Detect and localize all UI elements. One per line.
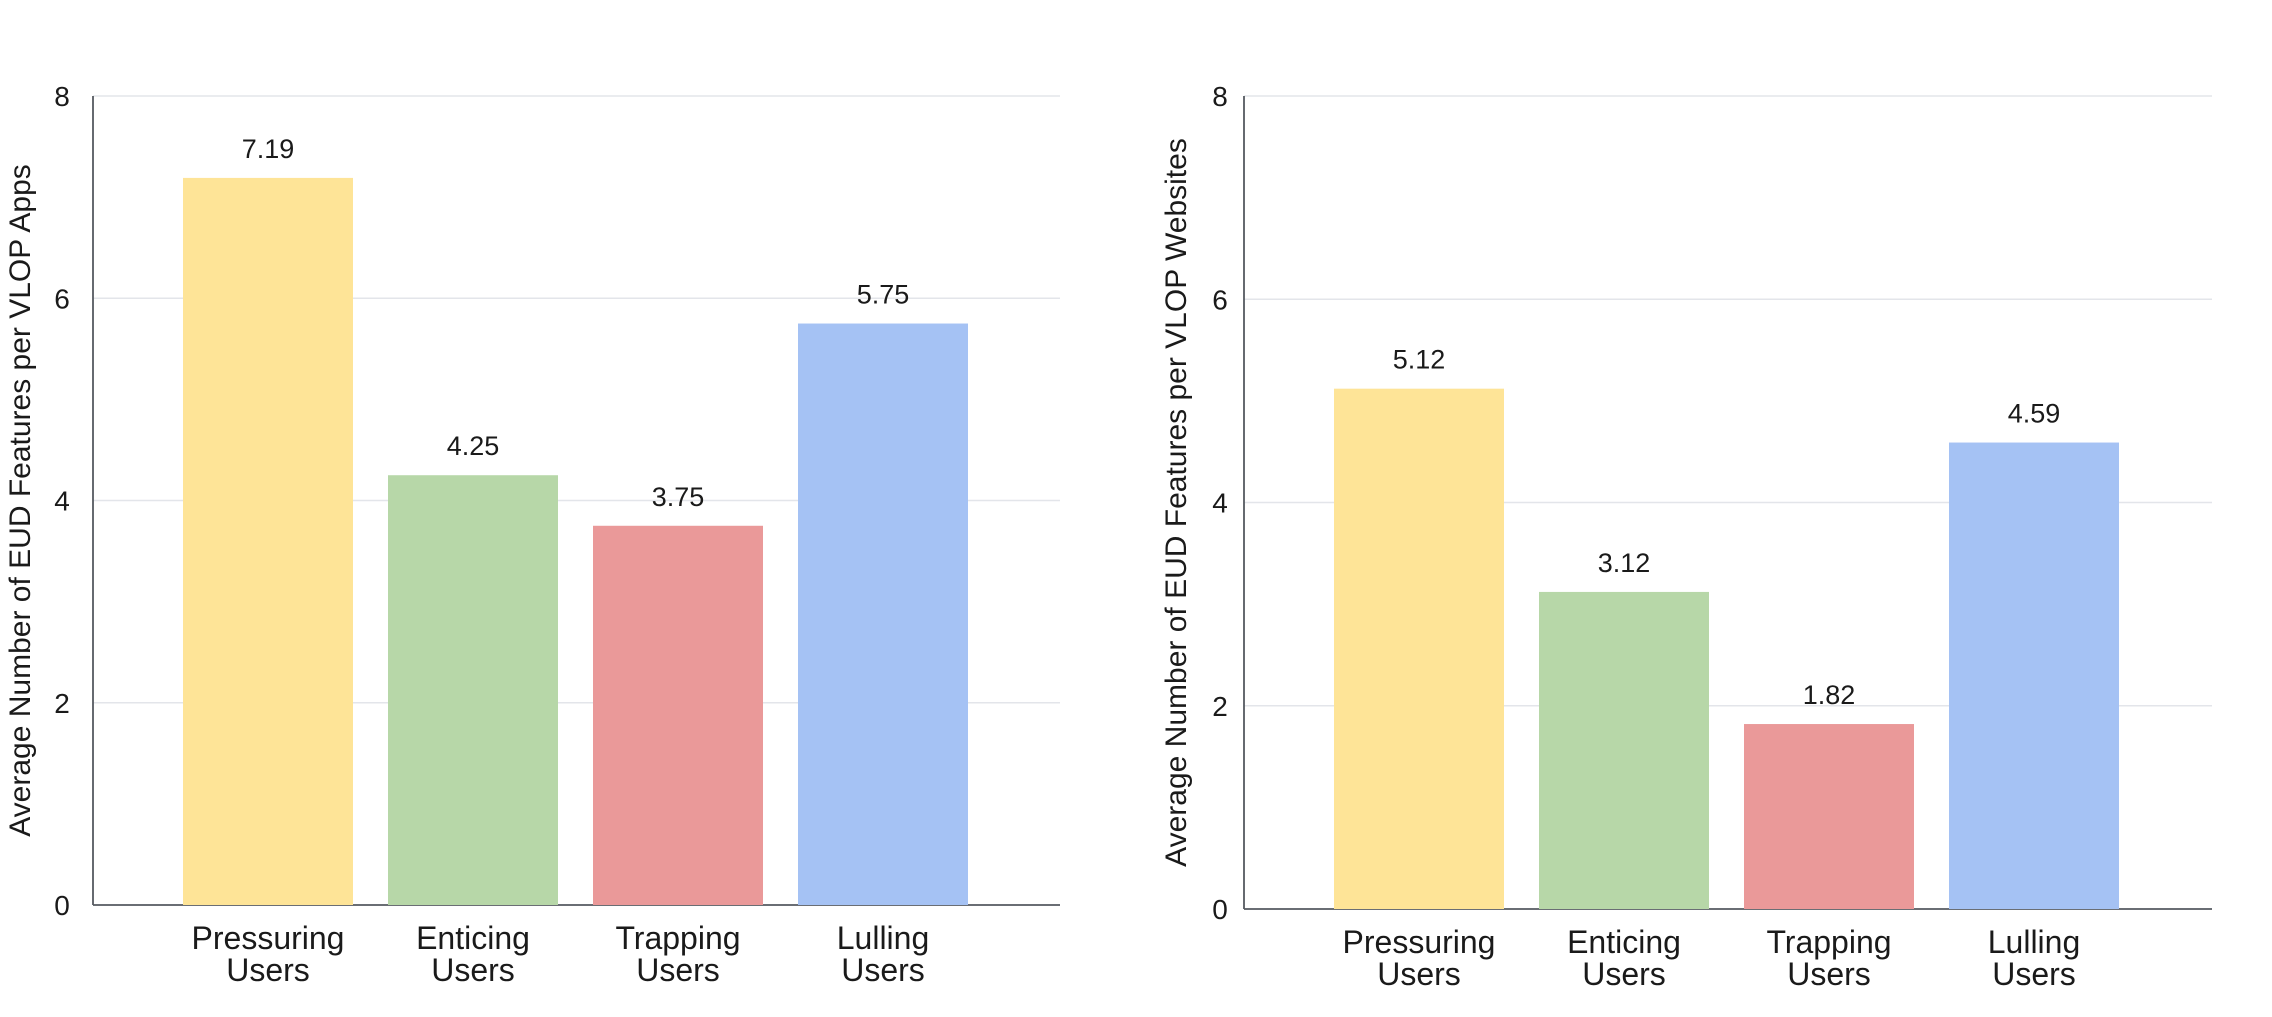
chart2-bar — [1744, 724, 1914, 909]
chart1-bar-value-label: 3.75 — [652, 482, 705, 512]
chart2-y-tick-label: 0 — [1212, 894, 1228, 925]
chart2-y-tick-label: 4 — [1212, 488, 1228, 519]
chart1-bar — [798, 323, 968, 905]
chart1-x-tick-label: Users — [841, 952, 925, 988]
chart1-bar — [183, 177, 353, 905]
chart1-bar — [388, 475, 558, 905]
chart1-x-tick-label: Users — [431, 952, 515, 988]
chart2-x-tick-label: Enticing — [1567, 924, 1681, 960]
chart2-y-tick-label: 8 — [1212, 81, 1228, 112]
chart2-bar-value-label: 1.82 — [1803, 680, 1856, 710]
chart2-x-tick-label: Users — [1787, 956, 1871, 992]
chart1-x-tick-label: Pressuring — [192, 920, 345, 956]
chart1-x-tick-label: Trapping — [615, 920, 740, 956]
chart2-x-tick-label: Users — [1377, 956, 1461, 992]
chart2-bar-value-label: 3.12 — [1598, 548, 1651, 578]
chart2-x-tick-label: Users — [1582, 956, 1666, 992]
chart1-bar-value-label: 4.25 — [447, 431, 500, 461]
chart2-x-tick-label: Trapping — [1766, 924, 1891, 960]
chart1-x-tick-label: Lulling — [837, 920, 930, 956]
chart2-x-tick-label: Lulling — [1988, 924, 2081, 960]
chart1-y-tick-label: 2 — [54, 688, 70, 719]
chart1-bar-value-label: 7.19 — [242, 134, 295, 164]
chart1-y-tick-label: 6 — [54, 283, 70, 314]
chart2-bar — [1539, 591, 1709, 909]
chart1-y-tick-label: 4 — [54, 486, 70, 517]
chart2-bar-value-label: 4.59 — [2008, 399, 2061, 429]
chart2-y-axis-label: Average Number of EUD Features per VLOP … — [1160, 138, 1193, 867]
chart1-x-tick-label: Enticing — [416, 920, 530, 956]
chart1-x-tick-label: Users — [226, 952, 310, 988]
chart1-x-tick-label: Users — [636, 952, 720, 988]
chart2-bar — [1949, 442, 2119, 909]
chart2-y-tick-label: 2 — [1212, 691, 1228, 722]
chart2-x-tick-label: Users — [1992, 956, 2076, 992]
chart1-bar-value-label: 5.75 — [857, 280, 910, 310]
chart1-bar — [593, 525, 763, 905]
chart2-bar — [1334, 388, 1504, 909]
chart1-y-tick-label: 0 — [54, 890, 70, 921]
chart1-y-axis-label: Average Number of EUD Features per VLOP … — [4, 164, 37, 837]
chart1-y-tick-label: 8 — [54, 81, 70, 112]
chart2-bar-value-label: 5.12 — [1393, 345, 1446, 375]
chart2-y-tick-label: 6 — [1212, 284, 1228, 315]
chart2-x-tick-label: Pressuring — [1343, 924, 1496, 960]
